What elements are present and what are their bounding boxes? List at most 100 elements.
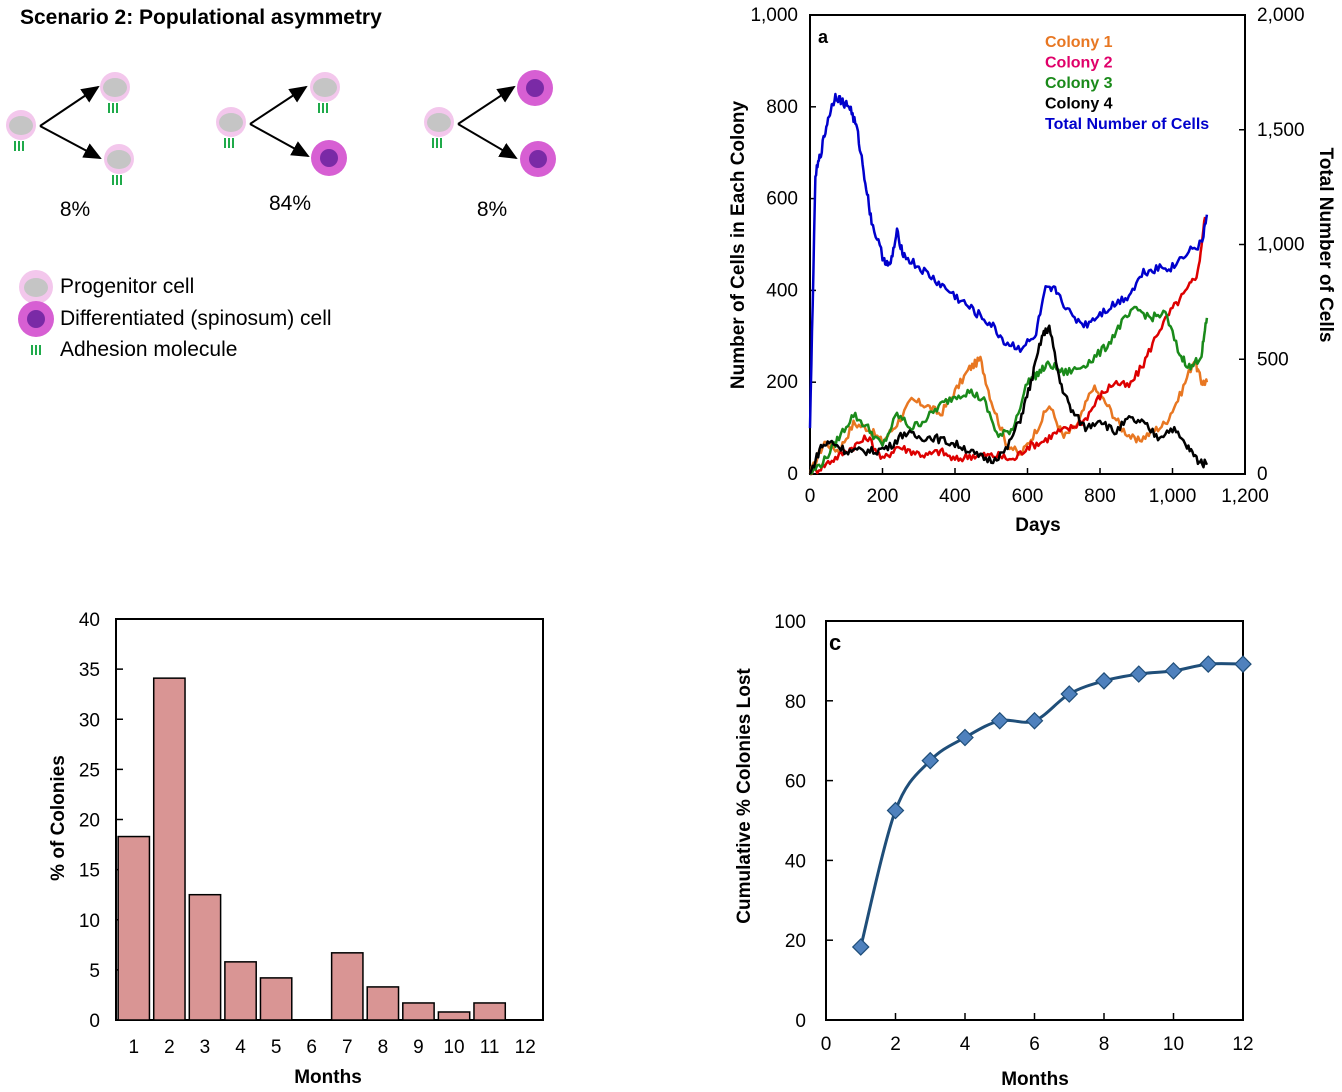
- scenario-diagram: Scenario 2: Populational asymmetry 8% 84…: [0, 0, 560, 380]
- percentage-label: 8%: [476, 198, 508, 221]
- data-point: [956, 728, 974, 747]
- x-tick-label: 12: [1232, 1034, 1253, 1055]
- chart-c-label: c: [829, 630, 841, 655]
- bar: [224, 961, 257, 1021]
- x-axis-label: Days: [1015, 515, 1060, 536]
- y-tick-label: 15: [79, 861, 100, 882]
- y-tick-label: 60: [785, 772, 806, 793]
- bar: [152, 677, 186, 1021]
- arrow: [249, 85, 308, 125]
- bar: [473, 1002, 507, 1021]
- y-tick-label: 5: [89, 961, 100, 982]
- data-point: [1095, 672, 1113, 690]
- x-tick-label: 0: [821, 1034, 832, 1055]
- progenitor-cell-icon: [6, 110, 36, 140]
- percentage-label: 8%: [59, 198, 91, 221]
- adhesion-molecule-icon: [112, 175, 122, 185]
- x-tick-label: 10: [443, 1037, 464, 1058]
- legend-adhesion: Adhesion molecule: [16, 334, 237, 366]
- y2-axis-label: Total Number of Cells: [1315, 148, 1336, 343]
- x-tick-label: 9: [413, 1037, 424, 1058]
- x-tick-label: 400: [939, 486, 971, 507]
- y-tick-label: 600: [766, 189, 798, 210]
- x-tick-label: 4: [235, 1037, 246, 1058]
- y-axis-label: % of Colonies: [48, 755, 69, 881]
- data-point: [886, 801, 905, 820]
- x-tick-label: 800: [1084, 486, 1116, 507]
- y-axis-label: Cumulative % Colonies Lost: [734, 668, 755, 924]
- y2-tick-label: 1,500: [1257, 120, 1305, 141]
- y-tick-label: 1,000: [750, 5, 798, 26]
- series-line-4: [808, 324, 1209, 475]
- bar: [188, 893, 222, 1021]
- progenitor-cell-icon: [16, 270, 56, 304]
- adhesion-molecule-icon: [14, 141, 24, 151]
- x-tick-label: 2: [890, 1034, 901, 1055]
- y-tick-label: 0: [787, 464, 798, 485]
- bar: [330, 952, 364, 1021]
- differentiated-cell-icon: [16, 301, 56, 337]
- legend-label: Progenitor cell: [60, 275, 195, 298]
- differentiated-cell-icon: [311, 140, 347, 176]
- progenitor-cell-icon: [104, 144, 134, 174]
- bar: [259, 977, 293, 1021]
- y-tick-label: 40: [785, 851, 806, 872]
- x-tick-label: 600: [1012, 486, 1044, 507]
- adhesion-molecule-icon: [16, 334, 56, 366]
- percentage-label: 84%: [268, 192, 312, 215]
- y-tick-label: 35: [79, 660, 100, 681]
- legend-entry: Colony 3: [1045, 75, 1113, 92]
- legend-entry: Colony 2: [1045, 55, 1113, 72]
- data-point: [1234, 655, 1252, 673]
- x-tick-label: 200: [867, 486, 899, 507]
- arrow: [457, 85, 516, 125]
- y-tick-label: 200: [766, 372, 798, 393]
- x-tick-label: 5: [271, 1037, 282, 1058]
- arrow: [39, 125, 102, 159]
- differentiated-cell-icon: [520, 141, 556, 177]
- data-point: [1025, 711, 1044, 730]
- bar: [366, 986, 400, 1021]
- adhesion-molecule-icon: [224, 138, 234, 148]
- data-point: [1199, 655, 1218, 673]
- series-line-5: [808, 92, 1209, 429]
- x-tick-label: 11: [480, 1037, 500, 1058]
- division-arrows: [39, 85, 518, 160]
- series-line: [859, 662, 1244, 948]
- y-tick-label: 30: [79, 710, 100, 731]
- data-point: [1164, 662, 1183, 680]
- adhesion-molecule-icon: [318, 103, 328, 113]
- x-tick-label: 1: [129, 1037, 140, 1058]
- y-tick-label: 800: [766, 97, 798, 118]
- x-tick-label: 2: [164, 1037, 175, 1058]
- y2-tick-label: 0: [1257, 464, 1268, 485]
- y-tick-label: 40: [79, 610, 100, 631]
- differentiated-cell-icon: [517, 70, 553, 106]
- bar: [437, 1011, 471, 1021]
- y-tick-label: 20: [785, 931, 806, 952]
- adhesion-molecule-icon: [432, 138, 442, 148]
- x-tick-label: 4: [960, 1034, 971, 1055]
- x-tick-label: 3: [200, 1037, 211, 1058]
- y2-tick-label: 1,000: [1257, 235, 1305, 256]
- progenitor-cell-icon: [424, 107, 454, 137]
- x-tick-label: 7: [342, 1037, 353, 1058]
- series-line-1: [808, 355, 1209, 475]
- y2-tick-label: 2,000: [1257, 5, 1305, 26]
- data-point: [990, 711, 1009, 730]
- x-tick-label: 8: [1099, 1034, 1110, 1055]
- x-tick-label: 6: [1029, 1034, 1040, 1055]
- bar: [402, 1002, 435, 1021]
- arrow: [249, 123, 310, 157]
- series-line-3: [809, 305, 1209, 476]
- y-tick-label: 100: [774, 612, 806, 633]
- progenitor-cell-icon: [100, 72, 130, 102]
- legend-differentiated: Differentiated (spinosum) cell: [16, 301, 332, 337]
- legend-progenitor: Progenitor cell: [16, 270, 195, 304]
- progenitor-cell-icon: [216, 107, 246, 137]
- plot-frame: [115, 618, 544, 1021]
- plot-frame: [825, 620, 1244, 1021]
- x-tick-label: 1,200: [1221, 486, 1269, 507]
- x-tick-label: 12: [515, 1037, 536, 1058]
- y-tick-label: 0: [795, 1011, 806, 1032]
